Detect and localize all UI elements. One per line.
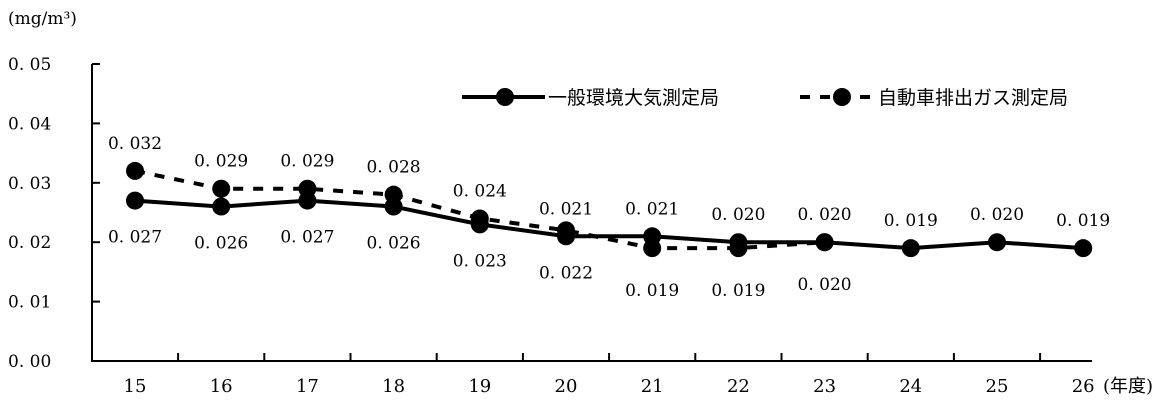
x-tick-label: 26 <box>1072 376 1095 397</box>
ambient-point <box>126 191 144 210</box>
x-tick-label: 24 <box>899 376 922 397</box>
ambient-station-line <box>134 198 1084 251</box>
roadside-point <box>212 179 231 198</box>
y-tick-label: 0. 05 <box>8 55 51 75</box>
y-axis-unit-label: (mg/m³) <box>8 9 77 29</box>
roadside-point <box>643 239 662 258</box>
ambient-point <box>212 197 231 216</box>
x-tick-label: 23 <box>813 376 836 397</box>
roadside-data-label: 0. 020 <box>798 275 852 295</box>
roadside-point <box>557 221 575 240</box>
roadside-data-label: 0. 032 <box>108 134 162 154</box>
x-tick-label: 25 <box>986 376 1009 397</box>
roadside-data-label: 0. 029 <box>194 152 248 172</box>
x-tick-label: 16 <box>210 376 233 397</box>
x-tick-label: 21 <box>641 376 664 397</box>
roadside-point <box>298 179 317 198</box>
roadside-point <box>815 233 834 252</box>
x-tick-label: 19 <box>468 376 491 397</box>
roadside-data-label: 0. 019 <box>711 281 765 301</box>
roadside-point <box>729 239 748 258</box>
roadside-data-label: 0. 028 <box>367 158 421 178</box>
y-tick-label: 0. 03 <box>8 174 51 194</box>
ambient-data-label: 0. 026 <box>194 234 248 254</box>
legend-ambient-label: 一般環境大気測定局 <box>548 87 719 109</box>
roadside-data-label: 0. 022 <box>539 263 593 283</box>
roadside-point <box>126 161 144 180</box>
ambient-data-label: 0. 020 <box>970 205 1024 225</box>
ambient-data-label: 0. 019 <box>1056 211 1110 231</box>
ambient-data-label: 0. 020 <box>798 205 852 225</box>
y-tick-label: 0. 02 <box>8 233 51 253</box>
ambient-data-label: 0. 021 <box>625 199 679 219</box>
legend: 一般環境大気測定局 自動車排出ガス測定局 <box>462 87 1068 109</box>
ambient-data-label: 0. 023 <box>453 251 507 271</box>
legend-roadside-label: 自動車排出ガス測定局 <box>878 87 1068 109</box>
y-tick-label: 0. 04 <box>8 114 51 134</box>
ambient-data-label: 0. 019 <box>884 211 938 231</box>
x-tick-label: 18 <box>382 376 405 397</box>
legend-ambient-marker <box>496 88 514 106</box>
roadside-point <box>470 209 489 228</box>
ambient-data-label: 0. 027 <box>108 228 162 248</box>
roadside-data-label: 0. 019 <box>625 281 679 301</box>
x-axis-unit-label: (年度) <box>1103 376 1153 397</box>
x-tick-label: 15 <box>124 376 147 397</box>
roadside-data-label: 0. 024 <box>453 181 507 201</box>
ambient-data-label: 0. 020 <box>711 205 765 225</box>
y-tick-label: 0. 01 <box>8 293 51 313</box>
roadside-station-line <box>134 168 825 251</box>
roadside-data-label: 0. 029 <box>280 152 334 172</box>
ambient-point <box>988 233 1006 252</box>
x-tick-label: 22 <box>727 376 750 397</box>
y-tick-label: 0. 00 <box>8 352 51 372</box>
roadside-point <box>384 185 403 204</box>
ambient-data-label: 0. 026 <box>367 234 421 254</box>
ambient-data-label: 0. 021 <box>539 199 593 219</box>
x-tick-label: 20 <box>555 376 578 397</box>
legend-roadside-marker <box>833 88 851 106</box>
ambient-point <box>901 239 920 258</box>
ambient-data-label: 0. 027 <box>280 228 334 248</box>
ambient-point <box>1074 239 1093 258</box>
x-tick-label: 17 <box>296 376 319 397</box>
